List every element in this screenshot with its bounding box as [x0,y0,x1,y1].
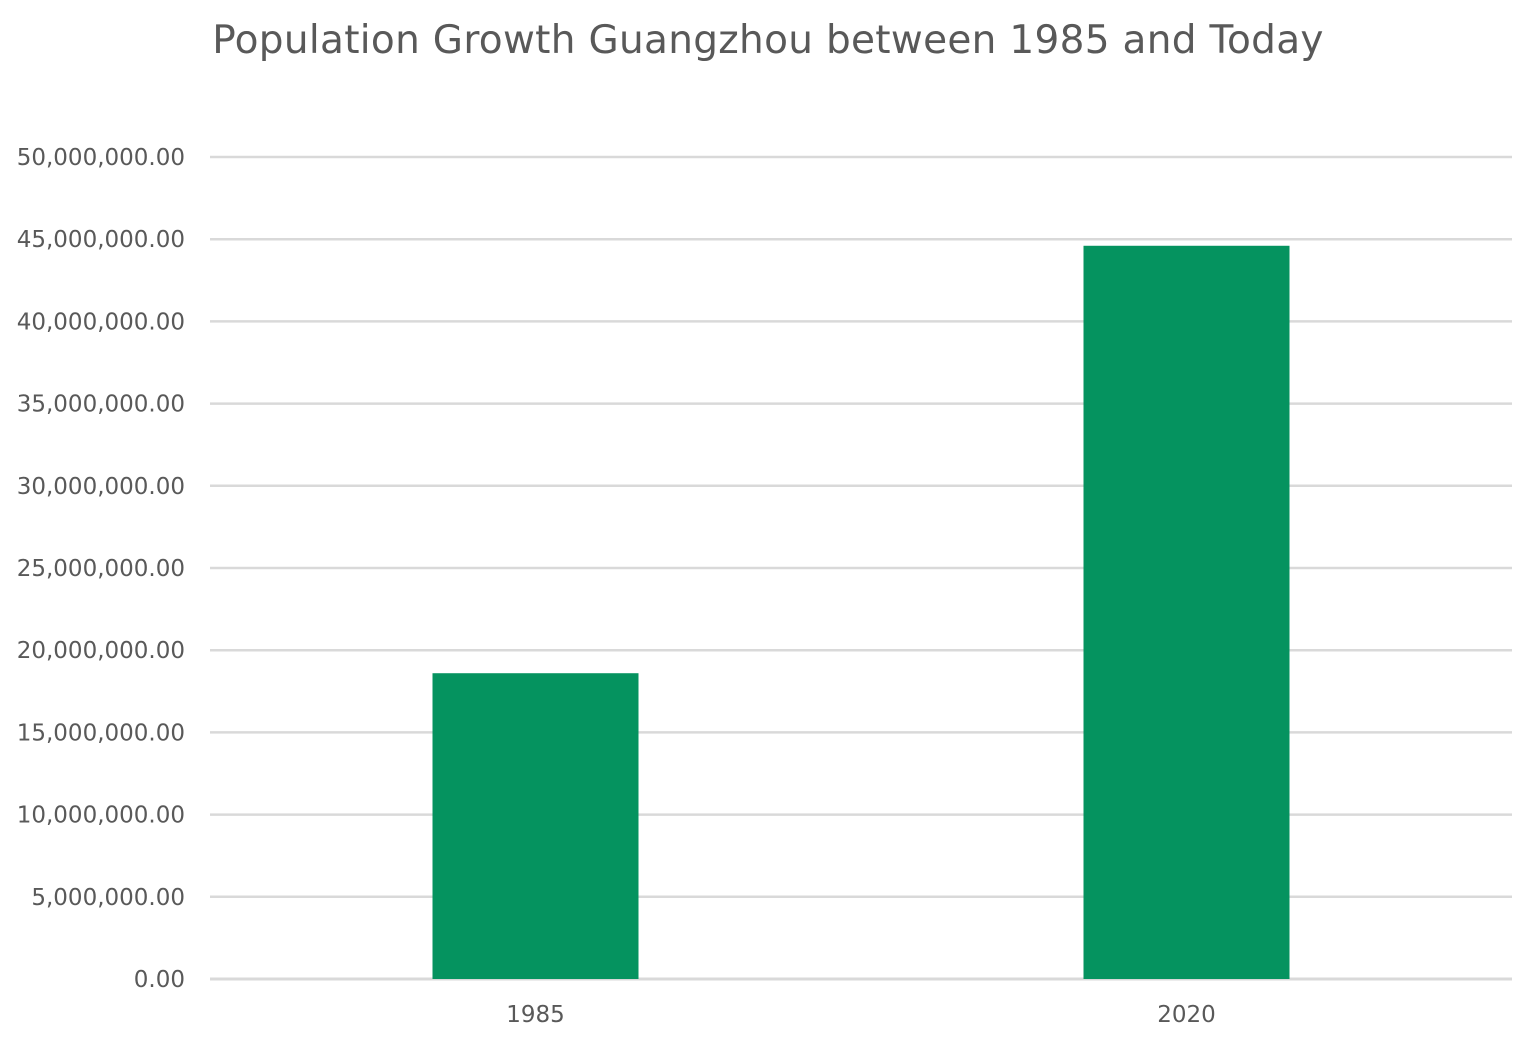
y-tick-label: 25,000,000.00 [17,556,185,582]
chart-title: Population Growth Guangzhou between 1985… [212,18,1324,63]
y-tick-label: 10,000,000.00 [17,803,185,829]
bar-2020 [1083,245,1290,979]
y-tick-label: 35,000,000.00 [17,392,185,418]
x-tick-label: 1985 [506,1002,565,1028]
bar-1985 [432,673,639,979]
y-tick-label: 40,000,000.00 [17,309,185,335]
y-tick-label: 30,000,000.00 [17,474,185,500]
bars [432,245,1290,979]
y-axis: 0.00 5,000,000.00 10,000,000.00 15,000,000.… [17,145,185,993]
gridlines [210,155,1512,981]
x-tick-label: 2020 [1157,1002,1216,1028]
y-tick-label: 15,000,000.00 [17,720,185,746]
y-tick-label: 20,000,000.00 [17,638,185,664]
x-axis: 1985 2020 [506,1002,1216,1028]
y-tick-label: 50,000,000.00 [17,145,185,171]
y-tick-label: 5,000,000.00 [31,885,185,911]
y-tick-label: 45,000,000.00 [17,227,185,253]
y-tick-label: 0.00 [134,967,185,993]
